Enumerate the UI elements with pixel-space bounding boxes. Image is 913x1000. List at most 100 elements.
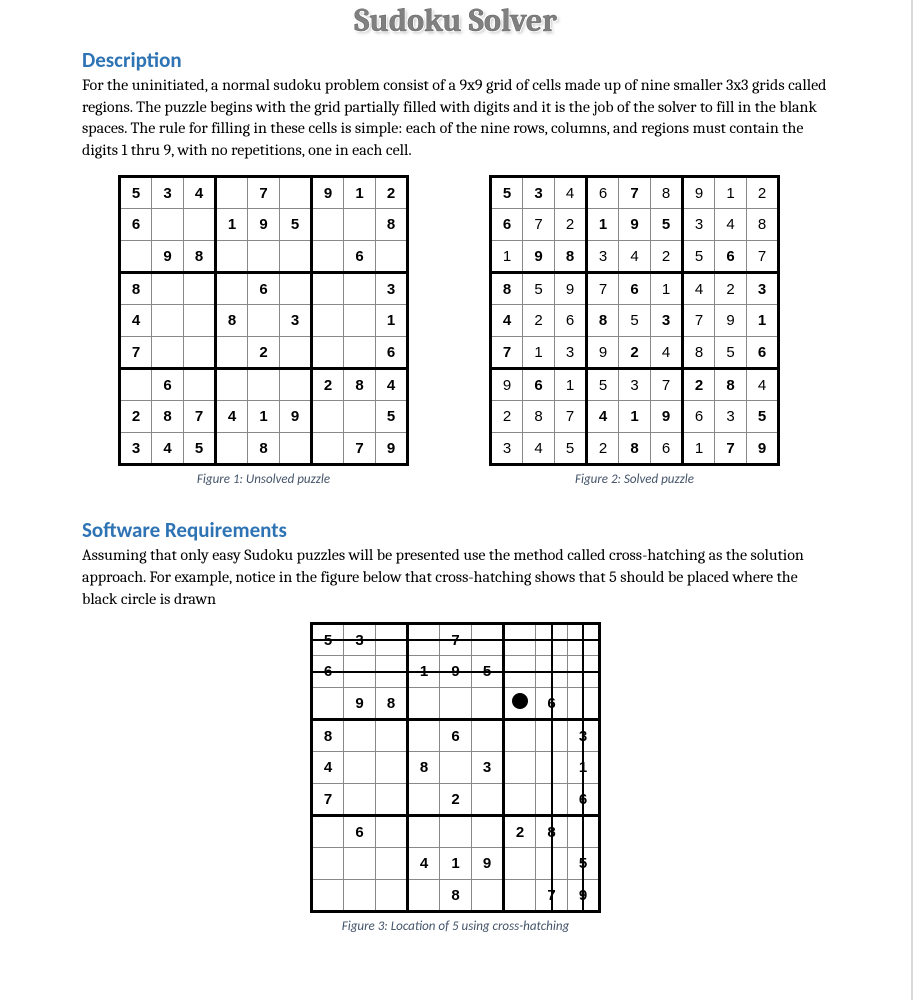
sudoku-cell <box>376 720 408 752</box>
sudoku-cell <box>472 880 504 912</box>
sudoku-cell: 8 <box>376 688 408 720</box>
sudoku-cell: 5 <box>120 177 152 209</box>
sudoku-cell <box>504 688 536 720</box>
sudoku-cell: 7 <box>619 177 651 209</box>
sudoku-cell: 6 <box>440 720 472 752</box>
sudoku-cell: 6 <box>715 241 747 273</box>
crosshatch-dot <box>512 693 528 709</box>
sudoku-cell <box>376 816 408 848</box>
sudoku-cell <box>184 369 216 401</box>
sudoku-cell <box>472 624 504 656</box>
sudoku-cell <box>568 656 600 688</box>
sudoku-cell <box>536 752 568 784</box>
sudoku-cell: 2 <box>555 209 587 241</box>
sudoku-cell: 2 <box>491 401 523 433</box>
sudoku-cell: 7 <box>491 337 523 369</box>
sudoku-cell: 3 <box>523 177 555 209</box>
sudoku-cell: 2 <box>440 784 472 816</box>
sudoku-cell <box>312 241 344 273</box>
sudoku-cell <box>376 752 408 784</box>
sudoku-cell: 2 <box>120 401 152 433</box>
sudoku-cell <box>504 848 536 880</box>
sudoku-cell: 4 <box>587 401 619 433</box>
crosshatch-horizontal <box>343 639 376 641</box>
sudoku-cell: 5 <box>715 337 747 369</box>
sudoku-cell <box>184 305 216 337</box>
sudoku-cell <box>184 273 216 305</box>
sudoku-cell <box>152 337 184 369</box>
sudoku-cell: 8 <box>408 752 440 784</box>
sudoku-cell: 8 <box>683 337 715 369</box>
sudoku-cell: 9 <box>747 433 779 465</box>
sudoku-cell <box>408 816 440 848</box>
sudoku-cell <box>408 880 440 912</box>
sudoku-cell <box>504 720 536 752</box>
crosshatch-horizontal <box>375 639 407 641</box>
sudoku-cell: 8 <box>376 209 408 241</box>
sudoku-cell <box>344 848 376 880</box>
sudoku-cell: 7 <box>536 880 568 912</box>
crosshatch-vertical <box>582 879 584 911</box>
crosshatch-vertical <box>582 687 584 719</box>
sudoku-cell <box>216 241 248 273</box>
crosshatch-vertical <box>582 624 584 656</box>
sudoku-cell <box>440 752 472 784</box>
sudoku-cell <box>312 401 344 433</box>
sudoku-cell: 3 <box>715 401 747 433</box>
crosshatch-vertical <box>551 751 553 784</box>
sudoku-cell <box>536 656 568 688</box>
sudoku-cell: 3 <box>120 433 152 465</box>
crosshatch-vertical <box>582 720 584 752</box>
sudoku-cell <box>504 880 536 912</box>
sudoku-cell <box>536 784 568 816</box>
sudoku-cell: 4 <box>523 433 555 465</box>
sudoku-cell: 7 <box>440 624 472 656</box>
crosshatch-horizontal <box>504 639 536 641</box>
sudoku-cell: 7 <box>120 337 152 369</box>
sudoku-cell: 2 <box>312 369 344 401</box>
sudoku-cell: 1 <box>523 337 555 369</box>
sudoku-cell: 3 <box>555 337 587 369</box>
sudoku-cell: 1 <box>568 752 600 784</box>
sudoku-cell <box>344 880 376 912</box>
sudoku-cell: 9 <box>472 848 504 880</box>
sudoku-cell: 8 <box>248 433 280 465</box>
sudoku-cell <box>248 241 280 273</box>
sudoku-cell <box>216 177 248 209</box>
sudoku-cell: 8 <box>216 305 248 337</box>
sudoku-cell: 8 <box>619 433 651 465</box>
sudoku-cell <box>440 816 472 848</box>
sudoku-cell <box>344 720 376 752</box>
sudoku-cell: 7 <box>683 305 715 337</box>
sudoku-cell: 9 <box>248 209 280 241</box>
sudoku-cell: 6 <box>491 209 523 241</box>
sudoku-cell: 9 <box>651 401 683 433</box>
sudoku-cell: 8 <box>440 880 472 912</box>
sudoku-cell: 9 <box>568 880 600 912</box>
sudoku-cell: 3 <box>491 433 523 465</box>
sudoku-cell <box>376 624 408 656</box>
sudoku-cell <box>504 752 536 784</box>
crosshatch-vertical <box>551 879 553 911</box>
sudoku-cell: 3 <box>651 305 683 337</box>
sudoku-cell <box>568 816 600 848</box>
sudoku-cell: 9 <box>587 337 619 369</box>
sudoku-cell <box>312 209 344 241</box>
sudoku-cell <box>408 624 440 656</box>
sudoku-cell <box>216 273 248 305</box>
sudoku-cell: 1 <box>344 177 376 209</box>
sudoku-cell <box>536 720 568 752</box>
sudoku-cell <box>568 688 600 720</box>
crosshatch-vertical <box>582 816 584 848</box>
page-title: Sudoku Solver <box>82 0 829 39</box>
sudoku-cell: 6 <box>344 241 376 273</box>
sudoku-cell: 8 <box>152 401 184 433</box>
sudoku-cell: 9 <box>376 433 408 465</box>
sudoku-cell: 3 <box>152 177 184 209</box>
sudoku-cell: 2 <box>747 177 779 209</box>
sudoku-cell: 8 <box>587 305 619 337</box>
sudoku-cell: 8 <box>120 273 152 305</box>
sudoku-cell: 7 <box>184 401 216 433</box>
sudoku-cell: 6 <box>651 433 683 465</box>
sudoku-cell <box>408 720 440 752</box>
